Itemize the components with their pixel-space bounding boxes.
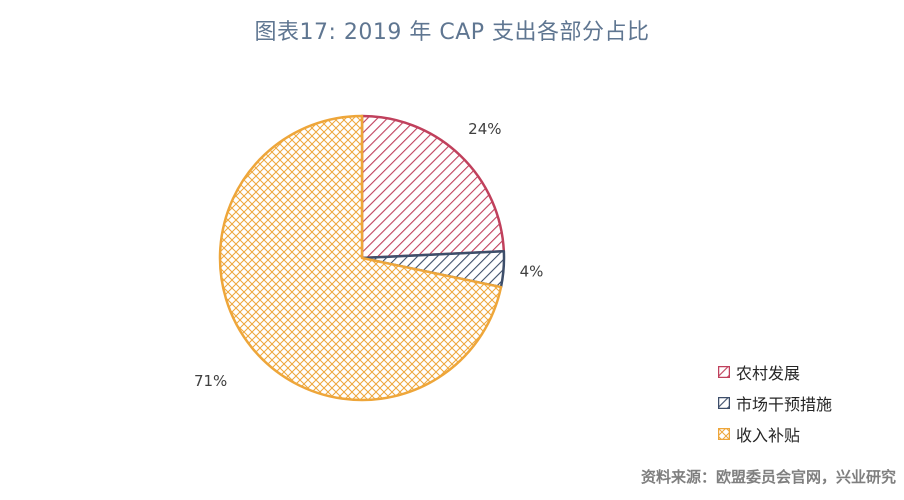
pie-value-label: 4% (520, 262, 544, 280)
pie-value-label: 71% (194, 372, 227, 390)
legend-label: 收入补贴 (736, 425, 801, 445)
chart-title: 图表17: 2019 年 CAP 支出各部分占比 (254, 20, 650, 45)
legend-item-income-subsidy: 收入补贴 (718, 418, 832, 449)
legend-swatch-icon (718, 427, 730, 440)
legend-item-rural-development: 农村发展 (718, 356, 832, 387)
legend-label: 农村发展 (736, 363, 801, 383)
source-note: 资料来源：欧盟委员会官网，兴业研究 (640, 468, 896, 486)
legend-label: 市场干预措施 (736, 394, 833, 414)
legend-swatch-icon (718, 365, 730, 378)
legend-swatch-icon (718, 396, 730, 409)
pie-slice-income-subsidy (218, 114, 503, 402)
legend: 农村发展 市场干预措施 收入补贴 (718, 356, 832, 449)
legend-item-market-intervention: 市场干预措施 (718, 387, 832, 418)
pie-value-label: 24% (468, 120, 501, 138)
pie-slice-rural-development (360, 114, 506, 260)
